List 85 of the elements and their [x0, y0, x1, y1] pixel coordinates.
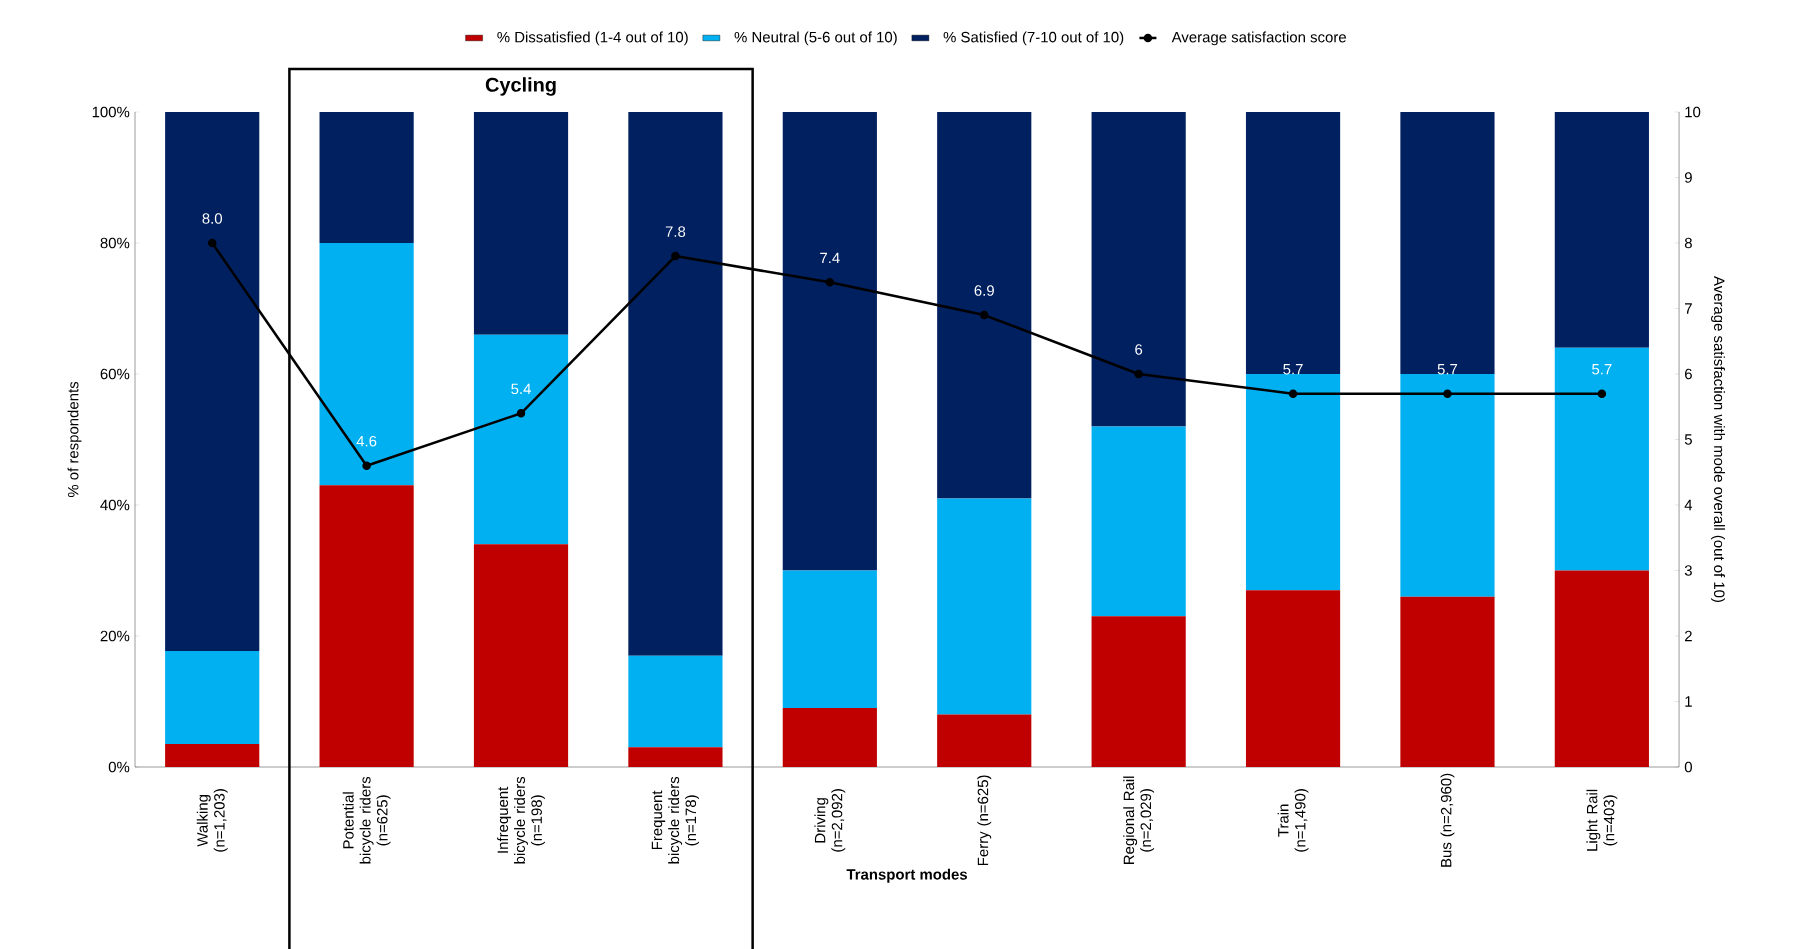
y2-tick-label: 2	[1685, 630, 1692, 642]
bar	[319, 485, 414, 767]
bar	[1245, 590, 1341, 767]
bar	[1091, 616, 1186, 767]
bar	[473, 544, 569, 767]
bar	[1554, 347, 1649, 571]
bar	[937, 714, 1032, 767]
bar	[1091, 111, 1186, 427]
text: Cycling	[485, 77, 556, 96]
x-tick-label: Bus (n=2,960)	[1440, 773, 1455, 867]
bar	[1554, 111, 1649, 348]
y2-tick-label: 9	[1684, 172, 1692, 183]
bar	[1245, 111, 1341, 374]
x-tick-label: Potential bicycle riders (n=625)	[342, 776, 391, 864]
y-axis-title: % of respondents	[67, 381, 82, 498]
x-tick-label: Light Rail (n=403)	[1586, 789, 1618, 851]
y-tick-label: 0%	[108, 761, 130, 773]
y-tick-label: 100%	[92, 106, 130, 118]
point	[362, 461, 371, 470]
bar	[1400, 111, 1495, 374]
y2-tick-label: 0	[1684, 761, 1692, 773]
legend-label: Average satisfaction score	[1171, 31, 1346, 46]
y-tick-label: 20%	[100, 630, 130, 642]
x-tick-label: Driving (n=2,092)	[814, 789, 846, 852]
x-tick-label: Ferry (n=625)	[977, 775, 992, 866]
bar	[319, 111, 414, 243]
point	[1134, 369, 1143, 379]
bar	[473, 111, 569, 335]
bar	[473, 334, 569, 545]
y2-tick-label: 8	[1684, 237, 1692, 249]
legend-label: % Neutral (5-6 out of 10)	[734, 31, 897, 46]
point	[207, 238, 217, 248]
bar	[1400, 596, 1495, 767]
bar	[1245, 374, 1341, 591]
y2-tick-label: 6	[1685, 368, 1692, 380]
data-label: 6.9	[974, 285, 994, 296]
data-label: 4.6	[356, 435, 377, 447]
y2-tick-label: 1	[1685, 696, 1692, 707]
bar	[782, 708, 877, 767]
point	[516, 409, 526, 418]
legend-label: % Satisfied (7-10 out of 10)	[943, 31, 1124, 46]
data-label: 7.8	[665, 226, 686, 237]
data-label: 6	[1135, 344, 1143, 355]
legend-label: % Dissatisfied (1-4 out of 10)	[497, 31, 688, 46]
bar	[782, 570, 877, 709]
point	[1597, 389, 1607, 398]
bar	[628, 111, 723, 656]
bar	[628, 655, 723, 748]
bar	[782, 111, 877, 571]
x-axis-title: Transport modes	[846, 868, 968, 883]
x-tick-label: Train (n=1,490)	[1277, 789, 1309, 852]
bar	[165, 111, 260, 652]
data-label: 5.7	[1437, 364, 1458, 375]
data-label: 5.7	[1592, 364, 1612, 375]
data-label: 8.0	[202, 213, 222, 224]
data-label: 7.4	[820, 252, 840, 264]
x-tick-label: Frequent bicycle riders (n=178)	[651, 776, 700, 864]
bar	[1554, 570, 1649, 767]
y-tick-label: 40%	[100, 499, 130, 511]
bar	[165, 744, 260, 767]
y2-tick-label: 3	[1684, 565, 1692, 576]
point	[1443, 389, 1452, 398]
y-tick-label: 60%	[100, 368, 130, 380]
point	[1288, 389, 1298, 398]
bar	[165, 651, 260, 745]
bar	[937, 498, 1032, 715]
y-tick-label: 80%	[100, 237, 130, 249]
point	[825, 278, 835, 287]
data-label: 5.7	[1283, 364, 1303, 375]
y2-tick-label: 5	[1684, 434, 1692, 445]
x-tick-label: Regional Rail (n=2,029)	[1123, 776, 1155, 865]
y2-tick-label: 4	[1684, 499, 1693, 511]
point	[979, 310, 989, 320]
point	[671, 251, 680, 261]
bar	[319, 242, 414, 486]
x-tick-label: Infrequent bicycle riders (n=198)	[497, 776, 545, 864]
y2-tick-label: 10	[1685, 106, 1701, 118]
y2-tick-label: 7	[1685, 303, 1692, 314]
data-label: 5.4	[511, 383, 531, 395]
x-tick-label: Walking (n=1,203)	[196, 789, 228, 852]
bar	[1400, 374, 1495, 597]
bar	[937, 111, 1032, 499]
bar	[628, 747, 723, 767]
bar	[1091, 426, 1186, 617]
y2-axis-title: Average satisfaction with mode overall (out of 10)	[1711, 276, 1725, 603]
